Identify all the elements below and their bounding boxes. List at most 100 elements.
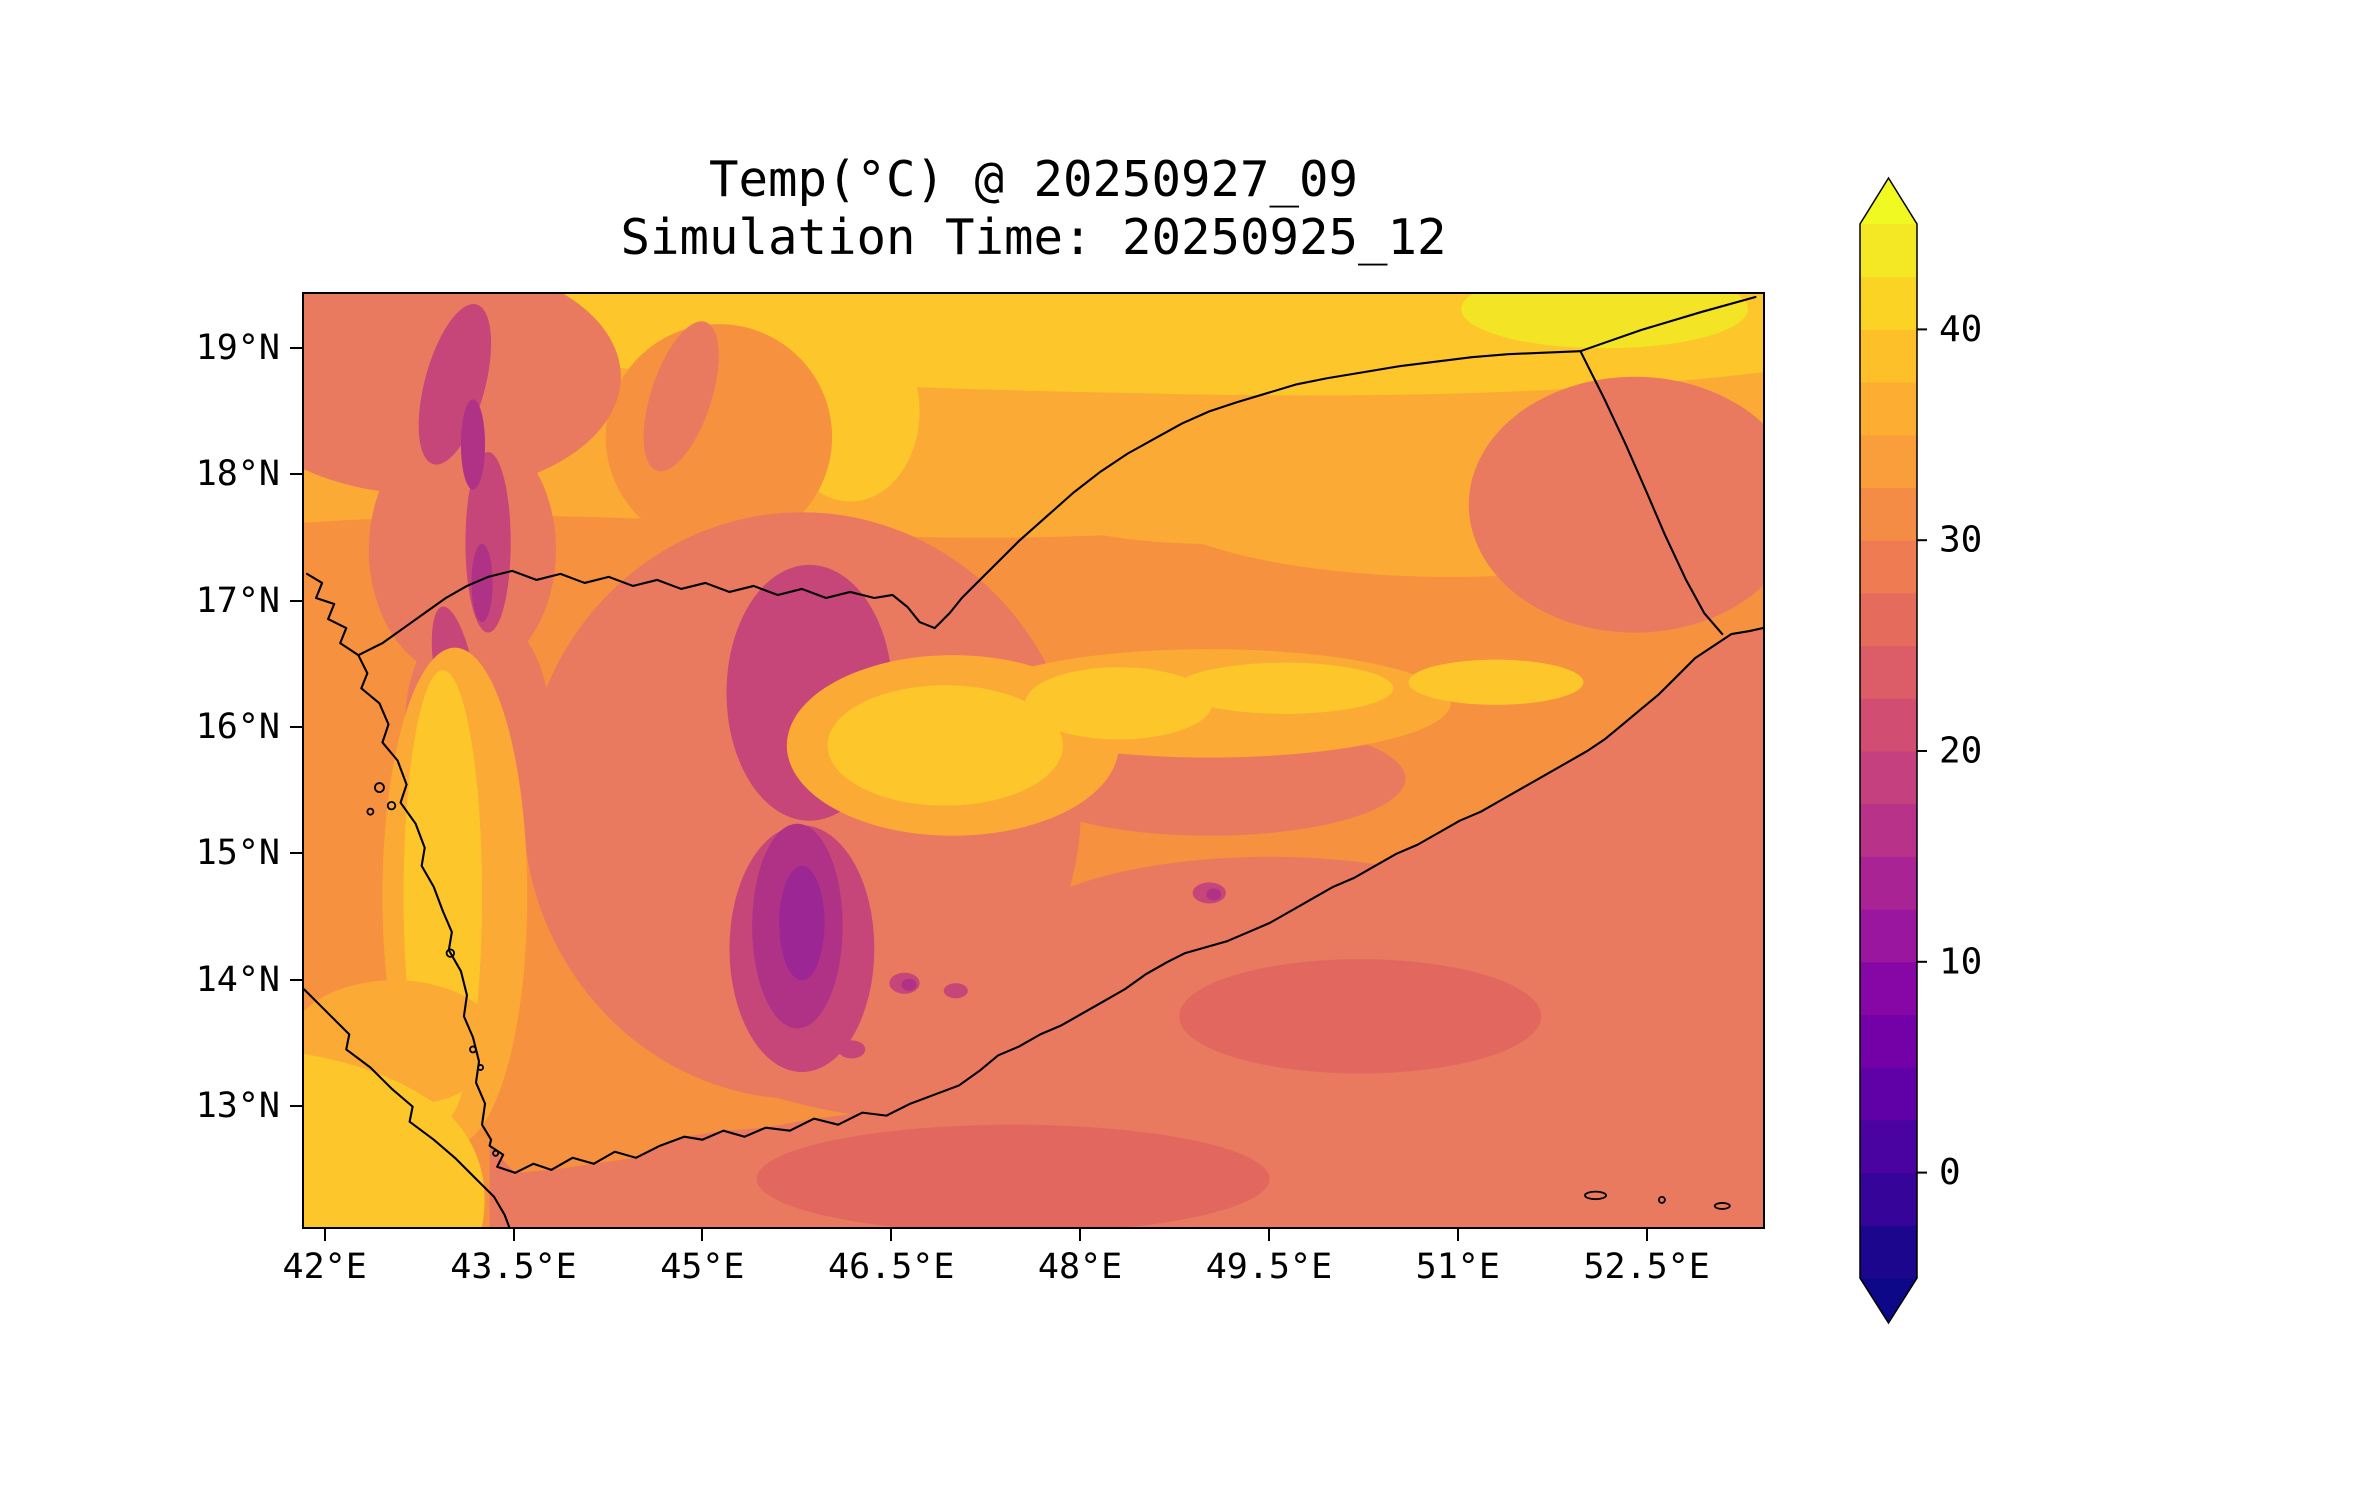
colorbar-segment xyxy=(1860,803,1917,857)
island-icon xyxy=(1584,1190,1607,1201)
field-cold-dot-4-core xyxy=(1206,888,1222,901)
colorbar-segment xyxy=(1860,434,1917,488)
x-axis-tick xyxy=(323,1229,326,1241)
field-n-warm xyxy=(982,399,1436,544)
field-central-hot-patch-2 xyxy=(1025,667,1213,740)
coastline-african xyxy=(304,988,511,1227)
field-sw-hot-corner xyxy=(304,1053,485,1227)
x-tick-label: 52.5°E xyxy=(1583,1247,1710,1287)
colorbar-segment xyxy=(1860,1172,1917,1226)
map-plot-area xyxy=(302,292,1765,1229)
islands xyxy=(366,782,1731,1210)
colorbar-segment xyxy=(1860,487,1917,541)
field-central-hot-patch-1 xyxy=(827,685,1063,806)
colorbar-segment xyxy=(1860,1119,1917,1174)
border-saudi-oman xyxy=(1579,295,1757,353)
island-icon xyxy=(1713,1202,1731,1210)
map-outlines xyxy=(304,295,1763,1227)
field-gulf-of-aden-sea xyxy=(489,628,1763,1227)
x-tick-label: 42°E xyxy=(282,1247,367,1287)
y-axis-tick xyxy=(290,1105,302,1108)
x-axis-tick xyxy=(1079,1229,1082,1241)
border-yemen-oman xyxy=(1579,350,1724,636)
y-tick-label: 18°N xyxy=(195,454,280,495)
island-icon xyxy=(469,1045,477,1054)
colorbar-segment xyxy=(1860,382,1917,436)
island-icon xyxy=(366,807,375,816)
y-tick-label: 17°N xyxy=(195,580,280,621)
colorbar-segment xyxy=(1860,224,1917,278)
x-axis-tick xyxy=(890,1229,893,1241)
colorbar: 40 30 20 10 0 xyxy=(1859,176,1982,1325)
field-topright-hot-spot xyxy=(1461,294,1748,349)
field-east-hot-patch xyxy=(1408,659,1584,705)
x-axis-tick xyxy=(701,1229,704,1241)
island-icon xyxy=(1657,1196,1666,1204)
field-central-hot-patch-3 xyxy=(1176,662,1394,714)
colorbar-tick-label: 20 xyxy=(1939,731,1982,772)
field-sea-cooler-patch-1 xyxy=(756,1124,1270,1227)
field-cold-dot-1-core xyxy=(901,978,917,991)
colorbar-segment xyxy=(1860,1067,1917,1121)
y-axis-tick xyxy=(290,346,302,349)
coastline-red-sea-gulf-of-aden xyxy=(305,572,1763,1174)
chart-title: Temp(°C) @ 20250927_09 xyxy=(708,151,1358,208)
colorbar-segment xyxy=(1860,1225,1917,1279)
x-axis-tick xyxy=(1267,1229,1270,1241)
field-cold-dot-3 xyxy=(943,983,968,999)
x-axis-tick xyxy=(1645,1229,1648,1241)
colorbar-extend-upper xyxy=(1860,178,1917,224)
field-highland-coldest-core xyxy=(779,865,825,981)
field-nw-cool-streak xyxy=(643,321,719,472)
field-asir-cool-2 xyxy=(368,421,556,678)
border-saudi-yemen xyxy=(357,350,1582,657)
island-icon xyxy=(374,782,385,794)
x-tick-label: 49.5°E xyxy=(1205,1247,1333,1287)
y-tick-label: 15°N xyxy=(195,833,280,874)
x-tick-label: 51°E xyxy=(1415,1247,1500,1287)
y-axis-tick xyxy=(290,852,302,855)
y-axis-tick xyxy=(290,725,302,728)
chart-subtitle: Simulation Time: 20250925_12 xyxy=(620,209,1447,266)
colorbar-segment xyxy=(1860,645,1917,699)
field-cold-dot-2 xyxy=(838,1040,866,1059)
y-axis-tick xyxy=(290,599,302,602)
island-icon xyxy=(477,1064,484,1071)
x-tick-label: 48°E xyxy=(1037,1247,1123,1287)
island-icon xyxy=(445,948,456,958)
colorbar-segment xyxy=(1860,1014,1917,1068)
colorbar-segment xyxy=(1860,540,1917,594)
x-axis-tick xyxy=(512,1229,515,1241)
island-icon xyxy=(492,1149,500,1157)
island-icon xyxy=(386,800,397,811)
field-asir-cold-core-2 xyxy=(471,543,493,623)
y-axis-tick xyxy=(290,473,302,476)
temperature-map xyxy=(304,294,1763,1227)
y-axis-tick xyxy=(290,978,302,981)
colorbar-tick-label: 10 xyxy=(1939,941,1982,982)
colorbar-segment xyxy=(1860,276,1917,330)
y-tick-label: 14°N xyxy=(195,959,280,1000)
colorbar-extend-lower xyxy=(1860,1278,1917,1323)
x-axis-tick xyxy=(1456,1229,1459,1241)
colorbar-tick-label: 40 xyxy=(1939,309,1982,350)
field-sea-cooler-patch-2 xyxy=(1179,959,1542,1074)
colorbar-segment xyxy=(1860,698,1917,752)
colorbar-tick-label: 0 xyxy=(1939,1152,1961,1193)
y-tick-label: 16°N xyxy=(195,706,280,747)
colorbar-segment xyxy=(1860,909,1917,963)
colorbar-segment xyxy=(1860,592,1917,647)
colorbar-tick-label: 30 xyxy=(1939,520,1982,561)
x-tick-label: 45°E xyxy=(660,1247,745,1287)
colorbar-outline xyxy=(1859,176,1918,1325)
colorbar-segment xyxy=(1860,329,1917,383)
x-tick-label: 43.5°E xyxy=(450,1247,577,1287)
y-tick-label: 13°N xyxy=(195,1086,280,1127)
colorbar-segment xyxy=(1860,961,1917,1015)
field-asir-cold-streak-1 xyxy=(418,303,492,465)
field-far-east-cool xyxy=(1468,376,1763,633)
colorbar-segment xyxy=(1860,751,1917,805)
field-asir-cold-core-1 xyxy=(460,399,486,490)
colorbar-segment xyxy=(1860,856,1917,910)
y-tick-label: 19°N xyxy=(195,327,280,368)
